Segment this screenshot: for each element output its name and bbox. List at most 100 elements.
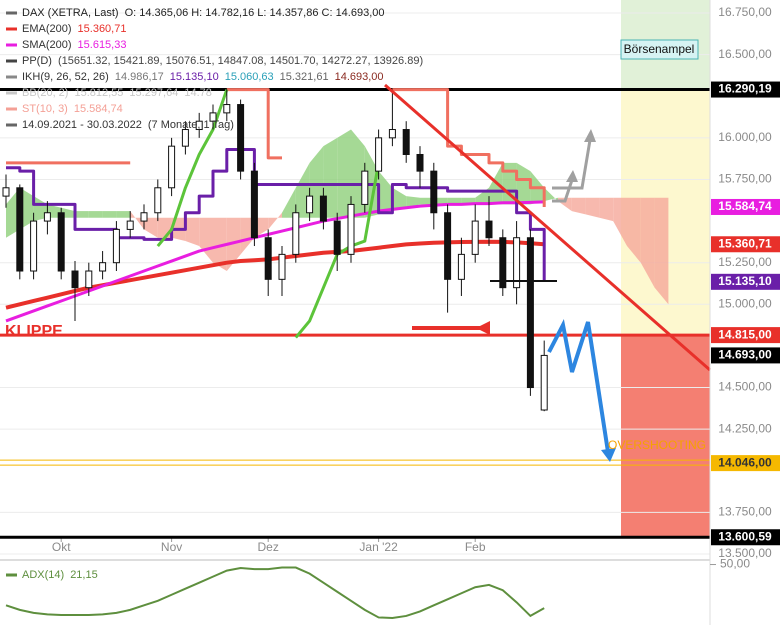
candle-body	[112, 228, 120, 264]
cloud-segment	[392, 187, 407, 212]
candle-body	[333, 220, 341, 255]
legend-value: 15.812,55	[74, 87, 123, 99]
candle-body	[416, 153, 424, 172]
legend-value: 15.584,74	[74, 103, 123, 115]
zone-red	[621, 335, 710, 538]
adx-value: 21,15	[70, 569, 98, 581]
candle-body	[237, 104, 245, 172]
y-tick-label: 16.500,00	[718, 47, 772, 61]
gray-arrow	[552, 139, 592, 190]
candle-body	[306, 195, 314, 214]
y-tick-label: 16.000,00	[718, 130, 772, 144]
candle-body	[402, 129, 410, 155]
overshooting-label: OVERSHOOTING	[608, 438, 706, 452]
cloud-segment	[544, 187, 558, 202]
cloud-segment	[585, 197, 600, 218]
legend-value: 14.986,17	[115, 71, 164, 83]
candle-body	[43, 212, 51, 222]
adx-line	[5, 566, 545, 620]
candle-body	[57, 212, 65, 272]
price-tag	[711, 236, 780, 253]
candle-body	[168, 145, 176, 189]
candle-body	[16, 187, 24, 272]
price-tag-label: 14.693,00	[718, 348, 772, 362]
candle-body	[278, 253, 286, 280]
legend-name: BB(20, 2)	[22, 87, 68, 99]
candle-body	[140, 212, 148, 222]
arrow-head	[476, 321, 490, 335]
cloud-segment	[378, 171, 393, 215]
legend-name: SMA(200)	[22, 39, 72, 51]
candle-body	[471, 220, 479, 255]
adx-name: ADX(14)	[22, 569, 64, 581]
cloud-segment	[337, 129, 351, 218]
cloud-segment	[88, 211, 103, 218]
legend-value: 15.321,61	[280, 71, 329, 83]
projection	[547, 318, 610, 453]
candle-body	[444, 212, 452, 280]
candle-body	[540, 354, 548, 411]
period: 14.09.2021 - 30.03.2022	[22, 119, 142, 131]
legend-value: 15.297,64	[129, 87, 178, 99]
price-tag-label: 14.046,00	[718, 455, 772, 469]
gray-arrow-head	[566, 170, 578, 182]
y-tick-label: 14.500,00	[718, 380, 772, 394]
cloud-segment	[599, 197, 614, 222]
ampel-box	[620, 39, 699, 60]
price-tag	[711, 347, 780, 364]
price-tag	[711, 81, 780, 98]
x-tick-label: Feb	[465, 540, 486, 554]
legend-value: 15.135,10	[170, 71, 219, 83]
y-tick-label: 13.750,00	[718, 505, 772, 519]
y-tick-label: 13.500,00	[718, 546, 772, 560]
overlay-layer: 16.290,19 15.584,74 15.360,71 15.135,10 14.8…	[5, 7, 780, 620]
y-tick-label: 14.250,00	[718, 421, 772, 435]
candle-body	[347, 203, 355, 255]
legend-value: 14.78	[184, 87, 212, 99]
cloud-segment	[447, 197, 462, 205]
candle-body	[264, 237, 272, 280]
legend-name: IKH(9, 26, 52, 26)	[22, 71, 109, 83]
adx-tick-label: 50,00	[720, 557, 750, 571]
chart-title: DAX (XETRA, Last)	[22, 7, 119, 19]
candle-body	[154, 187, 162, 214]
projection-head	[601, 448, 616, 462]
x-tick-label: Dez	[258, 540, 279, 554]
candle-body	[499, 237, 507, 289]
candle-body	[292, 212, 300, 255]
legend-name: ST(10, 3)	[22, 103, 68, 115]
price-tag-label: 16.290,19	[718, 82, 772, 96]
x-tick-label: Nov	[161, 540, 182, 554]
drawings: Börsenampel KLIPPE OVERSHOOTING	[0, 0, 711, 625]
legend-value: 15.615,33	[78, 39, 127, 51]
price-tag-label: 15.360,71	[718, 236, 772, 250]
candle-body	[99, 262, 107, 272]
price-tag	[711, 198, 780, 215]
cloud-segment	[226, 217, 241, 272]
candle-body	[375, 137, 383, 172]
cloud-segment	[130, 211, 144, 230]
price-tag-label: 14.815,00	[718, 327, 772, 341]
candle-body	[223, 104, 231, 114]
legend-value: 14.693,00	[335, 71, 384, 83]
cloud-segment	[144, 217, 158, 238]
candle-body	[319, 195, 327, 222]
cloud-segment	[213, 217, 227, 272]
candle-body	[526, 237, 534, 389]
cloud-segment	[282, 187, 296, 218]
y-tick-label: 15.000,00	[718, 296, 772, 310]
price-tag	[711, 455, 780, 472]
price-tag-label: 13.600,59	[718, 529, 772, 543]
candle-body	[388, 129, 396, 139]
candle-body	[513, 237, 521, 289]
cloud-segment	[627, 197, 641, 263]
cloud-segment	[406, 196, 420, 208]
cloud-segment	[502, 162, 517, 205]
y-tick-label: 15.250,00	[718, 255, 772, 269]
candle-body	[209, 112, 217, 122]
price-tag	[711, 327, 780, 344]
cloud-segment	[654, 197, 669, 305]
candle-body	[430, 170, 438, 214]
legend-value: 15.360,71	[78, 23, 127, 35]
y-tick-label: 15.750,00	[718, 172, 772, 186]
